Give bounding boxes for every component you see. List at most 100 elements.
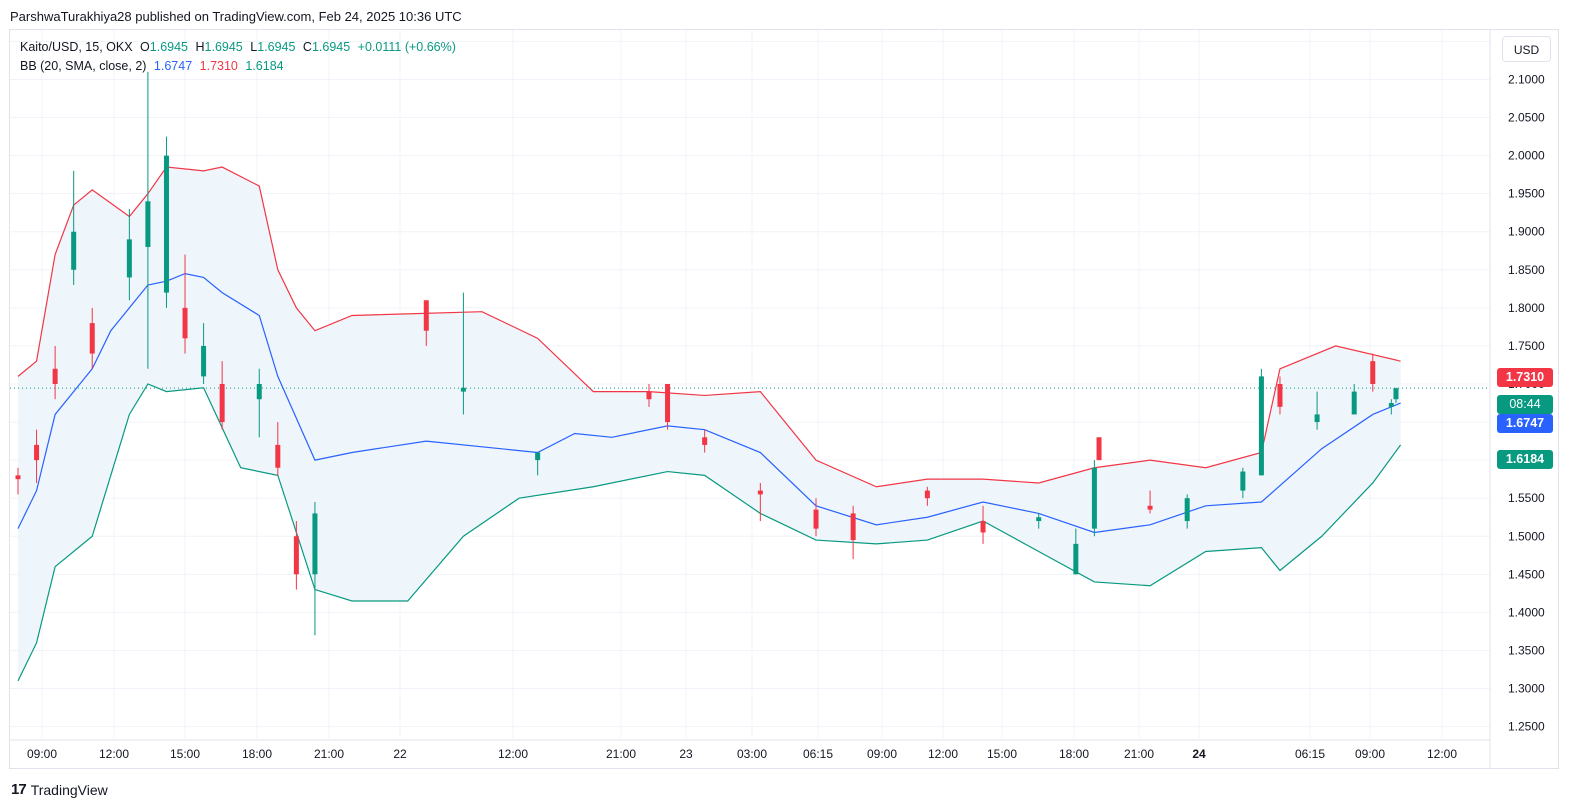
- x-tick-label: 06:15: [803, 747, 833, 761]
- candle-body: [980, 521, 986, 533]
- candle-body: [1091, 467, 1097, 529]
- y-tick-label: 2.0500: [1508, 111, 1545, 125]
- candle-body: [34, 444, 40, 461]
- candle-body: [275, 444, 281, 468]
- publisher-line: ParshwaTurakhiya28 published on TradingV…: [10, 9, 462, 24]
- legend-change: +0.0111 (+0.66%): [357, 40, 456, 54]
- x-tick-label: 21:00: [1124, 747, 1154, 761]
- bb-upper-value: 1.7310: [199, 59, 238, 73]
- candle-body: [646, 391, 652, 400]
- y-tick-label: 1.9500: [1508, 187, 1545, 201]
- x-tick-label: 23: [679, 747, 693, 761]
- legend-symbol[interactable]: Kaito/USD, 15, OKX: [20, 40, 133, 54]
- currency-button[interactable]: USD: [1502, 36, 1551, 62]
- x-tick-label: 06:15: [1295, 747, 1325, 761]
- x-tick-label: 03:00: [737, 747, 767, 761]
- y-tick-label: 1.4000: [1508, 605, 1545, 619]
- y-tick-label: 2.0000: [1508, 149, 1545, 163]
- bb-lower-line: [17, 383, 1402, 682]
- candle-body: [1393, 388, 1399, 400]
- candle-body: [182, 307, 188, 339]
- y-tick-label: 1.9000: [1508, 225, 1545, 239]
- legend-high-value: 1.6945: [204, 40, 243, 54]
- x-tick-label: 21:00: [606, 747, 636, 761]
- candle-body: [293, 536, 299, 575]
- candle-body: [312, 513, 318, 575]
- bb-fill: [18, 167, 1401, 681]
- x-tick-label: 12:00: [928, 747, 958, 761]
- candle-body: [757, 490, 763, 495]
- y-tick-label: 1.8500: [1508, 263, 1545, 277]
- x-tick-label: 12:00: [1427, 747, 1457, 761]
- candle-body: [163, 155, 169, 293]
- x-tick-label: 15:00: [987, 747, 1017, 761]
- basis-price-tag: 1.6747: [1497, 414, 1553, 433]
- legend-high-label: H: [195, 40, 205, 54]
- bb-basis-line: [17, 272, 1401, 534]
- candle-body: [1277, 384, 1283, 407]
- tradingview-logo[interactable]: 17 TradingView: [11, 781, 108, 798]
- x-tick-label: 12:00: [99, 747, 129, 761]
- logo-text: TradingView: [30, 781, 108, 798]
- bb-basis-value: 1.6747: [153, 59, 193, 73]
- candle-body: [1147, 505, 1153, 510]
- candle-body: [1351, 391, 1357, 415]
- x-tick-label: 12:00: [498, 747, 528, 761]
- candles: [15, 71, 1399, 636]
- y-tick-label: 1.5000: [1508, 529, 1545, 543]
- legend-low-label: L: [250, 40, 258, 54]
- x-tick-label: 24: [1192, 747, 1206, 761]
- bb-lower-value: 1.6184: [245, 59, 284, 73]
- bollinger-bands: [10, 166, 1490, 682]
- candle-body: [201, 345, 207, 377]
- x-tick-label: 22: [393, 747, 407, 761]
- y-tick-label: 1.8000: [1508, 301, 1545, 315]
- candle-body: [256, 384, 262, 400]
- x-tick-label: 09:00: [1355, 747, 1385, 761]
- legend-open-value: 1.6945: [149, 40, 189, 54]
- candle-body: [460, 387, 466, 392]
- x-tick-label: 09:00: [27, 747, 57, 761]
- y-tick-label: 1.7500: [1508, 339, 1545, 353]
- y-tick-label: 1.3000: [1508, 682, 1545, 696]
- chart-pane[interactable]: [9, 29, 1559, 769]
- x-tick-label: 21:00: [314, 747, 344, 761]
- candle-body: [219, 384, 225, 423]
- candle-body: [1096, 437, 1102, 461]
- upper-band-price-tag: 1.7310: [1497, 368, 1553, 387]
- candle-body: [1370, 361, 1376, 384]
- candle-body: [702, 437, 708, 445]
- candle-body: [1036, 517, 1042, 522]
- x-tick-label: 18:00: [1059, 747, 1089, 761]
- candle-body: [145, 201, 151, 247]
- candle-body: [1258, 376, 1264, 476]
- candle-body: [89, 323, 95, 354]
- y-tick-label: 1.3500: [1508, 643, 1545, 657]
- candle-body: [665, 384, 671, 423]
- bb-label[interactable]: BB (20, SMA, close, 2): [20, 59, 147, 73]
- legend-close-label: C: [302, 40, 312, 54]
- legend-low-value: 1.6945: [257, 40, 296, 54]
- bb-legend: BB (20, SMA, close, 2) 1.6747 1.7310 1.6…: [20, 59, 288, 73]
- axes: 1.2500 1.3000 1.3500 1.4000 1.4500 1.5000 1.55…: [10, 30, 1545, 768]
- candle-body: [813, 509, 819, 529]
- candle-body: [423, 300, 429, 331]
- candle-body: [126, 239, 132, 278]
- candle-body: [1240, 471, 1246, 491]
- bb-upper-line: [17, 166, 1401, 488]
- candle-body: [15, 475, 21, 480]
- candle-body: [1184, 498, 1190, 522]
- candle-body: [71, 231, 77, 270]
- ohlc-legend: Kaito/USD, 15, OKX O1.6945 H1.6945 L1.69…: [20, 40, 460, 54]
- candle-body: [535, 452, 541, 461]
- candle-body: [1388, 403, 1394, 407]
- candle-body: [850, 513, 856, 541]
- y-tick-label: 1.4500: [1508, 567, 1545, 581]
- bar-countdown-tag: 08:44: [1497, 395, 1553, 414]
- candle-body: [52, 368, 58, 384]
- y-tick-label: 1.5500: [1508, 491, 1545, 505]
- legend-open-label: O: [140, 40, 150, 54]
- y-tick-label: 1.2500: [1508, 720, 1545, 734]
- candle-body: [1314, 414, 1320, 423]
